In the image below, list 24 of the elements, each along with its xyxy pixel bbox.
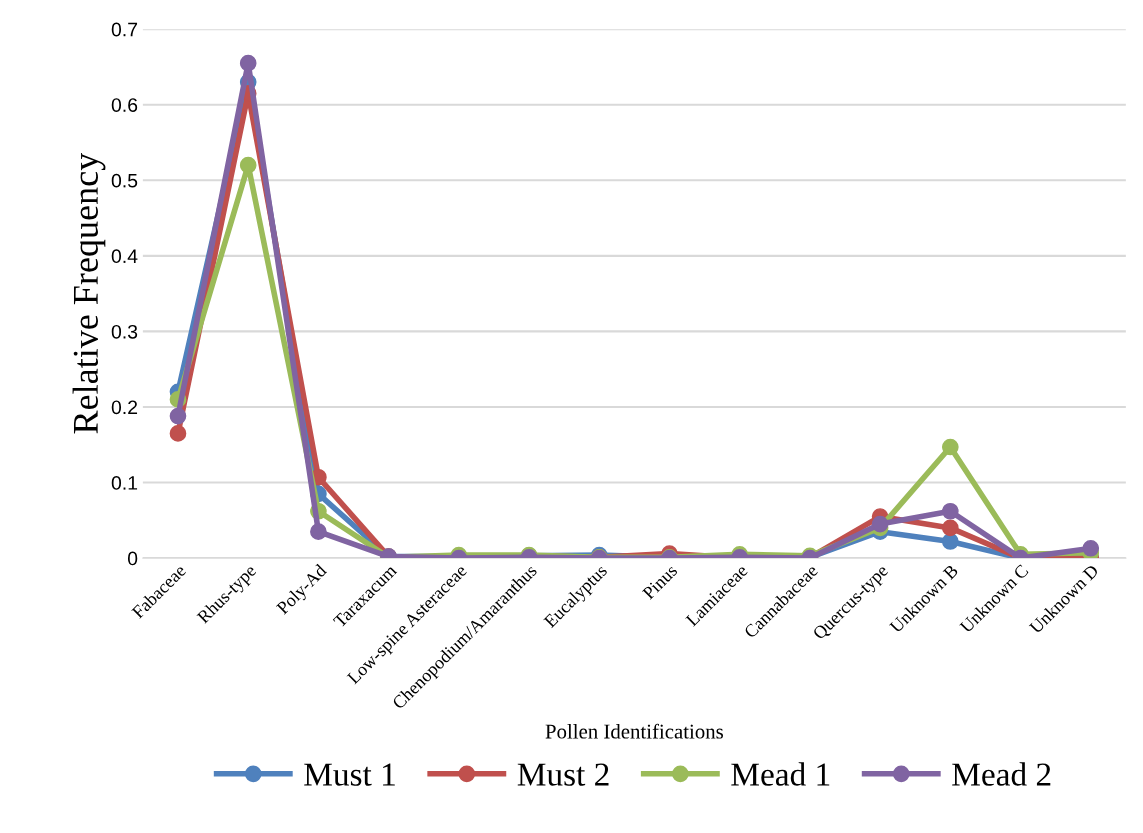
point [239,54,257,72]
point [169,407,187,425]
point [941,438,959,456]
y-tick-label: 0.3 [111,324,138,339]
point [310,523,327,540]
y-tick-label: 0.1 [111,476,138,490]
y-tick-label: 0.4 [111,249,138,264]
legend-label: Mead 1 [731,762,830,786]
point [941,502,959,520]
point [871,515,889,533]
y-tick-label: 0.7 [111,22,138,37]
y-axis-title: Relative Frequency [72,152,106,434]
point [1082,539,1100,557]
x-axis-title: Pollen Identifications [545,723,723,739]
y-tick-label: 0.6 [111,98,138,112]
y-tick-label: 0 [127,551,138,566]
legend-label: Mead 2 [952,762,1051,786]
point [169,425,187,442]
point [239,156,257,174]
y-tick-label: 0.2 [111,400,138,415]
y-tick-label: 0.5 [111,173,138,188]
point [941,519,959,537]
legend-label: Must 1 [304,763,395,786]
legend-label: Must 2 [517,763,609,786]
